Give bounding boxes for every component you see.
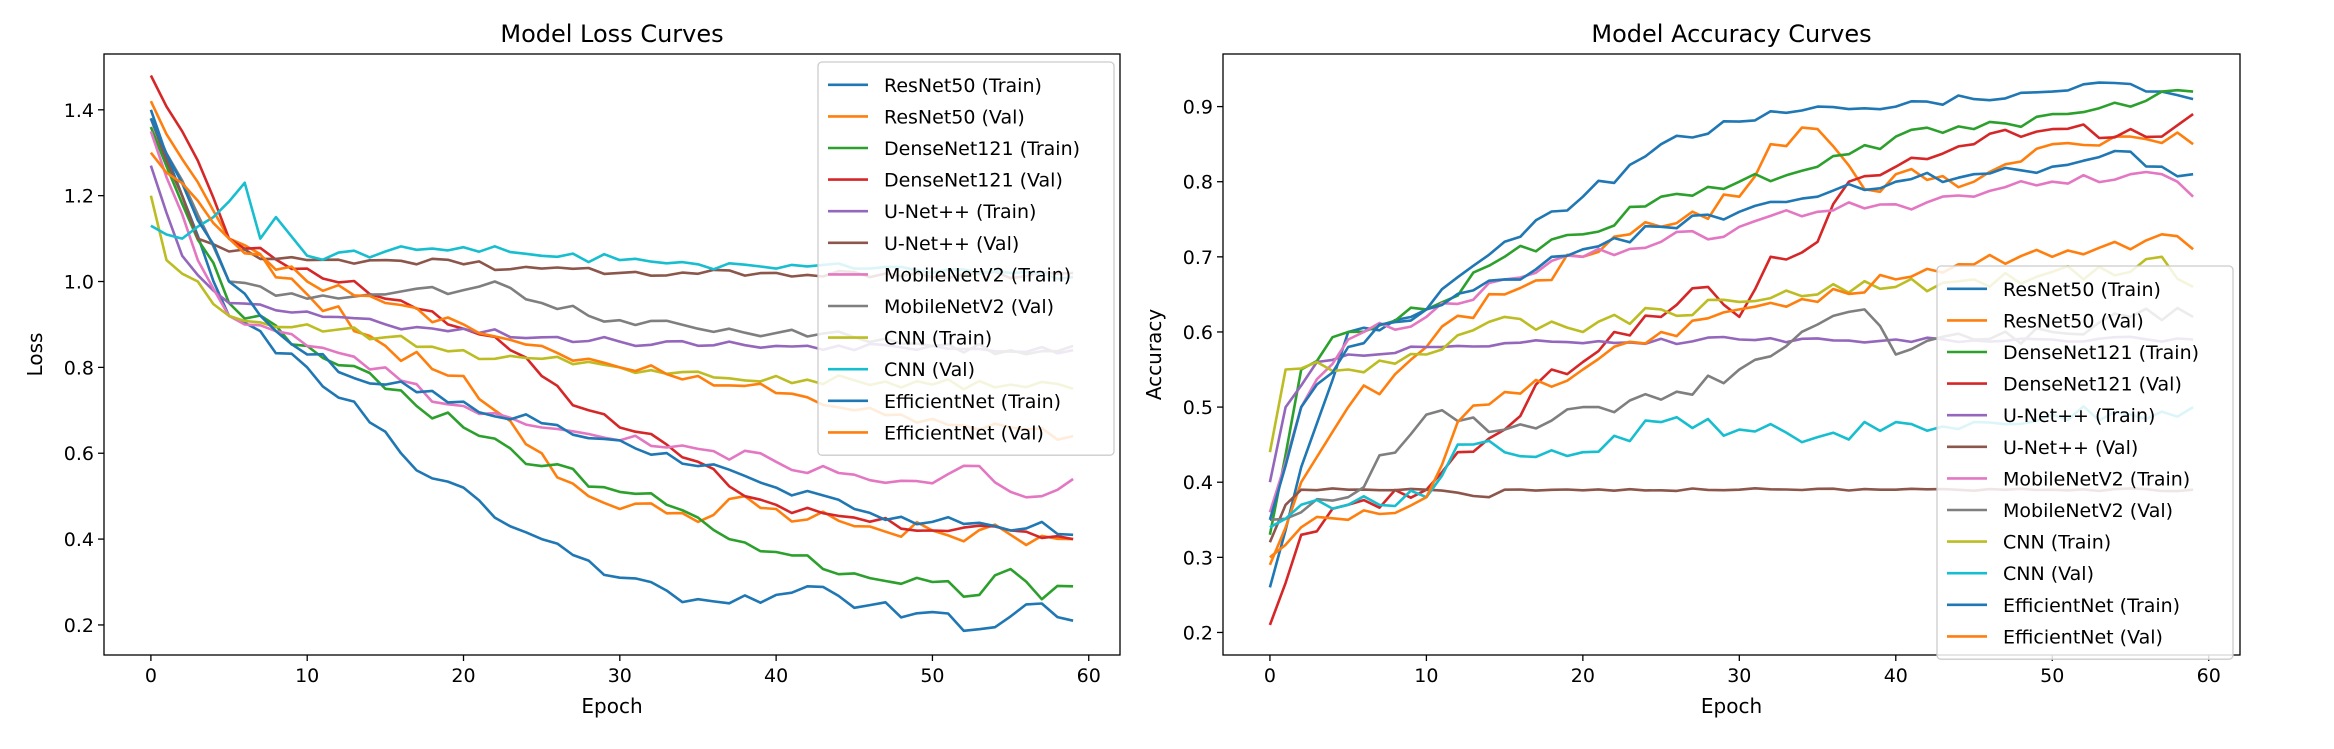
y-axis-label: Accuracy [1142,309,1166,400]
legend-entry-label: MobileNetV2 (Train) [884,264,1071,286]
legend-entry-label: MobileNetV2 (Val) [884,296,1054,318]
x-tick-label: 20 [1571,665,1595,687]
chart-loss: Model Loss Curves 0 10 20 30 40 50 60 0.2 0.4 0.6 0… [23,20,1121,718]
y-tick-label: 0.2 [64,615,94,637]
y-tick-label: 1.0 [64,272,94,294]
y-tick-label: 0.7 [1183,247,1213,269]
legend-entry-label: ResNet50 (Train) [884,75,1042,97]
series-line-6 [1268,170,2194,513]
legend-entry-label: U-Net++ (Train) [2003,405,2155,427]
series-line-3 [149,74,1074,541]
x-tick-label: 30 [1727,665,1751,687]
legend-entry-label: ResNet50 (Val) [884,106,1025,128]
x-tick-label: 40 [764,665,788,687]
x-tick-label: 20 [451,665,475,687]
y-tick-label: 0.5 [1183,397,1213,419]
series-line-11 [1269,233,2194,559]
chart-title: Model Accuracy Curves [1591,20,1871,48]
legend-entry-label: DenseNet121 (Train) [884,138,1080,160]
y-tick-label: 0.6 [64,443,94,465]
legend-entry-label: DenseNet121 (Val) [2003,374,2182,396]
legend-entry-label: ResNet50 (Val) [2003,310,2144,332]
legend-entry-label: U-Net++ (Val) [884,233,1019,255]
axes-frame [103,53,1121,656]
legend-entry-label: MobileNetV2 (Val) [2003,500,2173,522]
legend-entry-label: DenseNet121 (Train) [2003,342,2199,364]
x-tick-label: 10 [295,665,319,687]
x-tick-label: 0 [1264,665,1276,687]
y-tick-label: 1.2 [64,186,94,208]
x-tick-label: 0 [145,665,157,687]
series-line-1 [1268,126,2194,566]
y-tick-label: 1.4 [64,100,94,122]
chart-accuracy: Model Accuracy Curves 0 10 20 30 40 50 60 0.2 0.3… [1142,20,2241,718]
legend-entry-label: EfficientNet (Val) [884,422,1044,444]
legend-entry-label: EfficientNet (Train) [2003,595,2180,617]
y-tick-label: 0.4 [1183,472,1213,494]
legend: ResNet50 (Train) ResNet50 (Val) DenseNet12… [817,61,1115,456]
legend-entry-label: MobileNetV2 (Train) [2003,468,2190,490]
x-tick-label: 10 [1414,665,1438,687]
x-tick-label: 60 [2197,665,2221,687]
x-tick-label: 50 [2040,665,2064,687]
series-line-10 [1268,149,2194,521]
chart-title: Model Loss Curves [500,20,723,48]
legend-entry-label: ResNet50 (Train) [2003,279,2161,301]
legend: ResNet50 (Train) ResNet50 (Val) DenseNet12… [1936,265,2234,660]
y-tick-label: 0.2 [1183,622,1213,644]
series-line-0 [149,109,1074,633]
series-line-10 [149,117,1074,537]
legend-entry-label: U-Net++ (Train) [884,201,1036,223]
legend-entry-label: EfficientNet (Val) [2003,626,2163,648]
x-tick-label: 50 [920,665,944,687]
legend-entry-label: CNN (Val) [884,359,975,381]
legend-box [817,61,1115,456]
y-tick-label: 0.9 [1183,97,1213,119]
legend-entry-label: U-Net++ (Val) [2003,437,2138,459]
legend-entry-label: CNN (Val) [2003,563,2094,585]
y-axis-label: Loss [23,333,47,377]
x-tick-label: 60 [1077,665,1101,687]
legend-box [1936,265,2234,660]
y-tick-label: 0.8 [1183,172,1213,194]
legend-entry-label: EfficientNet (Train) [884,391,1061,413]
x-axis-label: Epoch [581,694,642,718]
legend-entry-label: DenseNet121 (Val) [884,170,1063,192]
axes-frame [1222,53,2241,656]
series-line-2 [149,126,1074,601]
x-tick-label: 30 [608,665,632,687]
y-tick-label: 0.6 [1183,322,1213,344]
y-tick-label: 0.4 [64,529,94,551]
legend-entry-label: CNN (Train) [2003,532,2111,554]
y-tick-label: 0.3 [1183,547,1213,569]
y-tick-label: 0.8 [64,357,94,379]
series-line-2 [1268,88,2194,536]
x-tick-label: 40 [1884,665,1908,687]
legend-entry-label: CNN (Train) [884,328,992,350]
x-axis-label: Epoch [1701,694,1762,718]
